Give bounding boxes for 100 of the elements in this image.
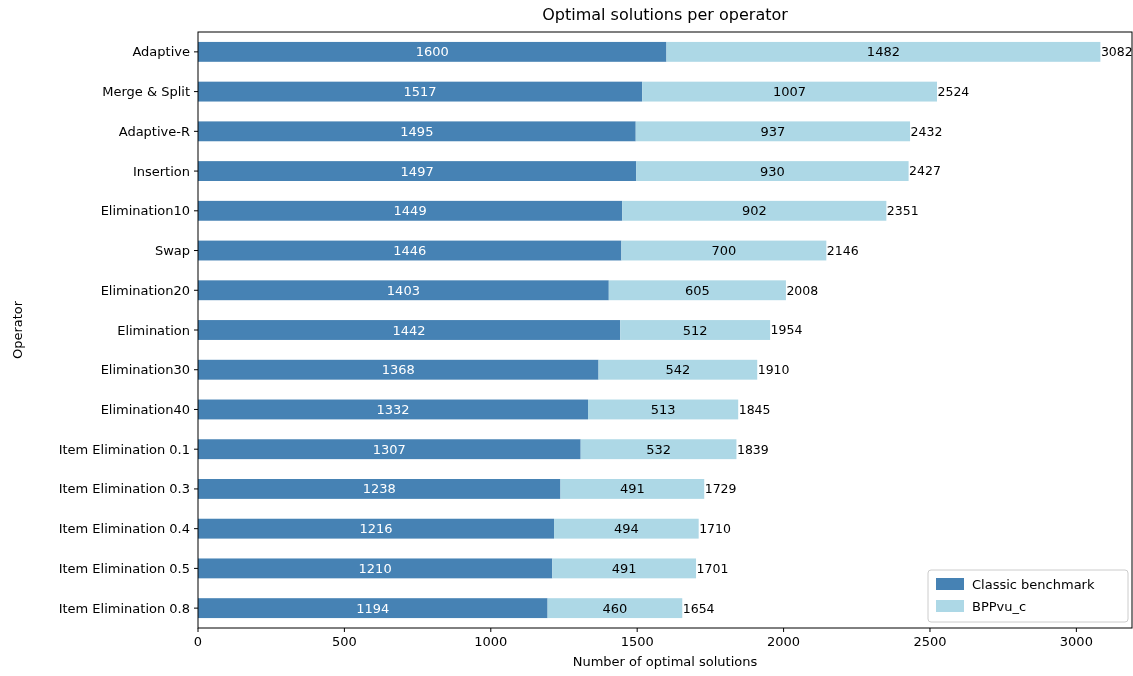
data-label: 930	[760, 163, 785, 179]
bar	[622, 200, 887, 221]
total-label: 1701	[696, 560, 729, 576]
total-label: 3082	[1100, 44, 1133, 60]
total-label: 2427	[909, 163, 941, 179]
bar	[636, 161, 909, 181]
bar	[552, 558, 697, 579]
bar	[198, 161, 637, 181]
total-label: 2432	[910, 123, 943, 139]
data-label: 1482	[866, 44, 900, 60]
y-tick-label: Item Elimination 0.1	[58, 441, 190, 457]
bar	[198, 598, 548, 619]
data-label: 1210	[358, 560, 392, 576]
data-label: 1007	[773, 84, 807, 100]
data-label: 1332	[376, 402, 410, 418]
y-tick-label: Item Elimination 0.3	[58, 481, 190, 497]
y-tick-label: Elimination30	[100, 362, 190, 378]
bar	[598, 359, 758, 380]
data-label: 1238	[362, 481, 396, 497]
total-label: 2351	[886, 203, 919, 219]
data-label: 902	[741, 203, 767, 219]
total-label: 1654	[682, 600, 715, 616]
data-label: 1194	[356, 600, 390, 616]
x-tick-label: 500	[331, 634, 357, 649]
bar	[198, 280, 609, 301]
total-label: 2146	[826, 242, 859, 258]
bar	[560, 479, 705, 499]
x-tick-label: 2000	[767, 634, 801, 649]
y-tick-label: Adaptive-R	[118, 123, 190, 139]
data-label: 491	[619, 481, 645, 497]
bar	[198, 439, 581, 460]
data-label: 1600	[415, 44, 449, 60]
y-tick-label: Merge & Split	[102, 84, 190, 100]
legend-label: BPPvu_c	[972, 598, 1027, 614]
bar	[198, 81, 643, 102]
x-tick-label: 2500	[913, 634, 947, 649]
data-label: 1495	[400, 123, 434, 139]
bar	[198, 518, 555, 539]
total-label: 1729	[704, 481, 737, 497]
bar	[554, 518, 699, 539]
chart-title: Optimal solutions per operator	[542, 5, 789, 24]
y-tick-label: Adaptive	[132, 44, 190, 60]
total-label: 1710	[699, 521, 732, 537]
data-label: 1446	[393, 243, 427, 259]
bar	[666, 41, 1101, 62]
data-label: 491	[611, 560, 637, 576]
bar	[635, 121, 911, 142]
x-tick-label: 0	[193, 634, 203, 649]
x-tick-label: 1500	[620, 634, 654, 649]
data-label: 460	[602, 600, 628, 616]
bar	[198, 200, 623, 221]
data-label: 1403	[386, 282, 420, 298]
bar	[198, 399, 588, 420]
bar	[580, 439, 737, 460]
data-label: 1368	[381, 362, 415, 378]
data-label: 937	[760, 123, 786, 139]
bar	[198, 359, 599, 380]
bar	[642, 81, 937, 102]
x-axis-title: Number of optimal solutions	[572, 654, 758, 669]
x-tick-label: 1000	[474, 634, 508, 649]
bar	[198, 121, 636, 142]
y-tick-label: Elimination10	[100, 203, 190, 219]
data-label: 1517	[403, 84, 437, 100]
data-label: 1216	[359, 521, 393, 537]
bar	[588, 399, 739, 420]
y-axis-title: Operator	[10, 300, 25, 360]
y-tick-label: Insertion	[132, 163, 190, 179]
y-tick-label: Item Elimination 0.5	[58, 560, 190, 576]
data-label: 513	[650, 402, 676, 418]
bar	[198, 240, 622, 261]
data-label: 1307	[372, 441, 406, 457]
data-label: 700	[711, 243, 737, 259]
bar	[198, 558, 553, 579]
bar	[621, 240, 827, 261]
y-tick-label: Item Elimination 0.4	[58, 521, 190, 537]
bar	[608, 280, 786, 301]
data-label: 532	[646, 441, 671, 457]
y-tick-label: Swap	[154, 243, 190, 259]
bar	[198, 479, 561, 499]
y-tick-label: Item Elimination 0.8	[58, 600, 190, 616]
data-label: 542	[665, 362, 691, 378]
x-tick-label: 3000	[1059, 634, 1093, 649]
bar	[198, 41, 667, 62]
y-tick-label: Elimination40	[100, 402, 190, 418]
data-label: 1449	[393, 203, 427, 219]
legend-label: Classic benchmark	[972, 576, 1095, 592]
total-label: 1845	[738, 401, 771, 417]
total-label: 2008	[786, 282, 819, 298]
total-label: 2524	[937, 83, 970, 99]
bar	[547, 598, 683, 619]
data-label: 494	[613, 521, 639, 537]
bar	[620, 320, 771, 340]
total-label: 1910	[757, 362, 790, 378]
total-label: 1839	[736, 441, 769, 457]
y-tick-label: Elimination	[117, 322, 190, 338]
bar	[198, 320, 621, 340]
data-label: 1497	[400, 163, 434, 179]
data-label: 1442	[392, 322, 426, 338]
data-label: 605	[684, 282, 710, 298]
total-label: 1954	[770, 322, 803, 338]
